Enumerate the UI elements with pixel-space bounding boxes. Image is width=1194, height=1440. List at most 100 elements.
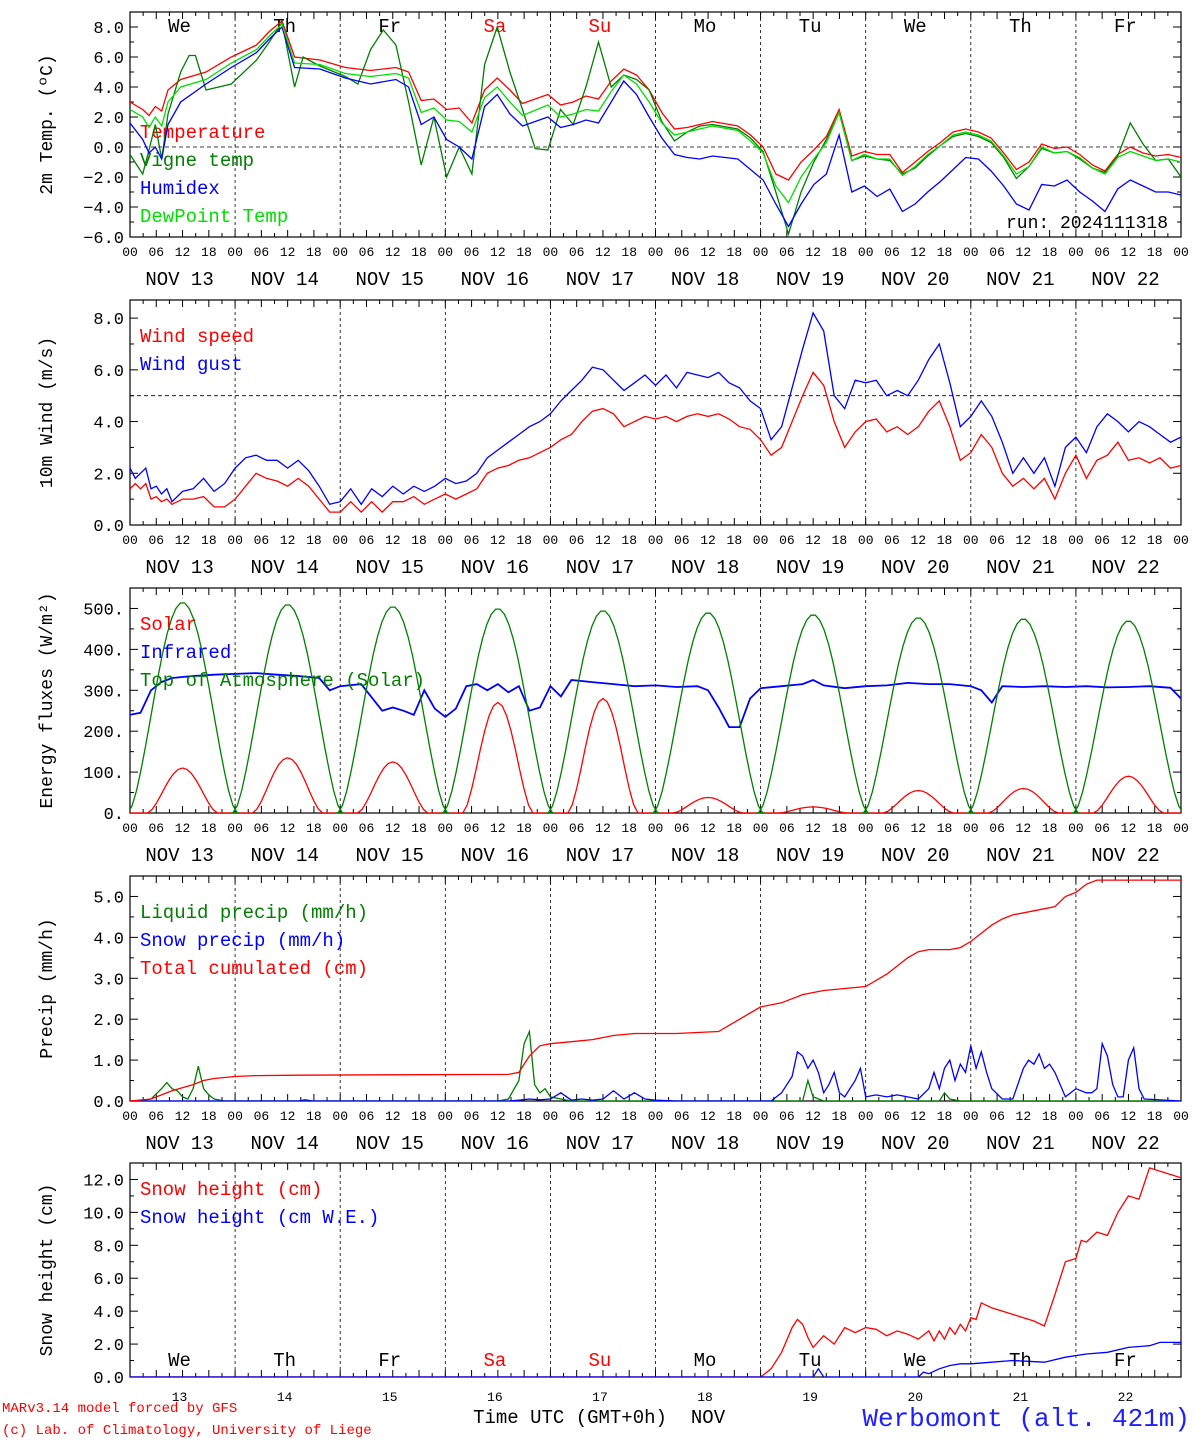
hour-tick-label: 12	[595, 821, 611, 836]
hour-tick-label: 12	[910, 1109, 926, 1124]
day-of-week-label: Sa	[483, 16, 506, 38]
hour-tick-label: 00	[963, 821, 979, 836]
hour-tick-label: 18	[516, 1109, 532, 1124]
y-tick-label: 12.0	[83, 1172, 124, 1191]
hour-tick-label: 00	[227, 821, 243, 836]
hour-tick-label: 12	[385, 245, 401, 260]
date-label: NOV 21	[986, 845, 1054, 867]
y-tick-label: 0.0	[93, 518, 124, 537]
y-tick-label: 4.0	[93, 1304, 124, 1323]
hour-tick-label: 06	[359, 821, 375, 836]
hour-tick-label: 06	[569, 821, 585, 836]
hour-tick-label: 00	[1173, 821, 1189, 836]
hour-tick-label: 12	[700, 533, 716, 548]
hour-tick-label: 00	[437, 1109, 453, 1124]
hour-tick-label: 12	[490, 1109, 506, 1124]
hour-tick-label: 06	[569, 245, 585, 260]
hour-tick-label: 18	[937, 821, 953, 836]
hour-tick-label: 06	[569, 1109, 585, 1124]
y-tick-label: 0.0	[93, 140, 124, 159]
hour-tick-label: 00	[1068, 245, 1084, 260]
date-label: NOV 19	[776, 557, 844, 579]
hour-tick-label: 00	[437, 533, 453, 548]
hour-tick-label: 06	[989, 533, 1005, 548]
series-line-total-cumulated-cm-	[130, 879, 1181, 1101]
hour-tick-label: 06	[148, 533, 164, 548]
hour-tick-label: 18	[621, 1109, 637, 1124]
y-axis-label: Snow height (cm)	[38, 1184, 58, 1357]
hour-tick-label: 12	[175, 1109, 191, 1124]
day-number-label: 20	[907, 1390, 923, 1405]
y-axis-label: 2m Temp. (ºC)	[38, 54, 58, 194]
series-line-infrared	[130, 672, 1181, 728]
hour-tick-label: 12	[595, 1109, 611, 1124]
hour-tick-label: 12	[805, 245, 821, 260]
hour-tick-label: 06	[674, 1109, 690, 1124]
y-tick-label: 0.	[104, 806, 124, 825]
panel-temperature: −6.0 −4.0 −2.0 0.0 2.0 4.0 6.0 8.0 2m Temp. (ºC)…	[38, 11, 1189, 291]
hour-tick-label: 00	[1173, 245, 1189, 260]
hour-tick-label: 18	[832, 533, 848, 548]
hour-tick-label: 18	[1147, 821, 1163, 836]
hour-tick-label: 00	[753, 821, 769, 836]
y-tick-label: 10.0	[83, 1205, 124, 1224]
hour-tick-label: 12	[280, 533, 296, 548]
y-axis-label: Energy fluxes (W/m²)	[38, 592, 58, 808]
hour-tick-label: 18	[832, 245, 848, 260]
y-tick-label: −6.0	[83, 230, 124, 249]
day-number-label: 17	[592, 1390, 608, 1405]
hour-tick-label: 00	[858, 245, 874, 260]
series-line-snow-height-cm-	[130, 1167, 1181, 1377]
date-label: NOV 22	[1091, 269, 1159, 291]
hour-tick-label: 12	[910, 245, 926, 260]
day-of-week-label: Sa	[483, 1350, 506, 1372]
hour-tick-label: 18	[1147, 1109, 1163, 1124]
hour-tick-label: 12	[1121, 245, 1137, 260]
legend-item: Temperature	[140, 122, 265, 144]
hour-tick-label: 00	[753, 245, 769, 260]
hour-tick-label: 12	[910, 533, 926, 548]
hour-tick-label: 00	[963, 1109, 979, 1124]
hour-tick-label: 18	[1147, 245, 1163, 260]
y-tick-label: 4.0	[93, 930, 124, 949]
hour-tick-label: 12	[490, 533, 506, 548]
hour-tick-label: 18	[201, 245, 217, 260]
hour-tick-label: 18	[1042, 1109, 1058, 1124]
day-of-week-label: Fr	[378, 1350, 401, 1372]
hour-tick-label: 00	[858, 1109, 874, 1124]
hour-tick-label: 00	[227, 1109, 243, 1124]
hour-tick-label: 00	[1068, 533, 1084, 548]
hour-tick-label: 12	[1121, 533, 1137, 548]
series-line-dewpoint-temp	[130, 22, 1181, 204]
hour-tick-label: 00	[332, 533, 348, 548]
panel-wind: 0.0 2.0 4.0 6.0 8.0 10m Wind (m/s) 00 06 12 18 NOV…	[38, 299, 1189, 579]
hour-tick-label: 00	[648, 821, 664, 836]
day-number-label: 22	[1118, 1390, 1134, 1405]
y-tick-label: 8.0	[93, 20, 124, 39]
legend-item: Snow height (cm W.E.)	[140, 1207, 379, 1229]
hour-tick-label: 18	[1042, 821, 1058, 836]
hour-tick-label: 00	[753, 533, 769, 548]
date-label: NOV 15	[356, 269, 424, 291]
hour-tick-label: 06	[779, 821, 795, 836]
y-tick-label: 2.0	[93, 110, 124, 129]
hour-tick-label: 12	[700, 245, 716, 260]
hour-tick-label: 18	[306, 1109, 322, 1124]
hour-tick-label: 18	[727, 1109, 743, 1124]
series-line-solar	[130, 697, 1181, 813]
hour-tick-label: 12	[280, 245, 296, 260]
hour-tick-label: 18	[411, 1109, 427, 1124]
legend-item: Humidex	[140, 178, 220, 200]
hour-tick-label: 00	[648, 1109, 664, 1124]
hour-tick-label: 18	[937, 533, 953, 548]
legend-item: Snow height (cm)	[140, 1179, 322, 1201]
hour-tick-label: 18	[727, 245, 743, 260]
hour-tick-label: 00	[858, 533, 874, 548]
day-of-week-label: Su	[589, 16, 612, 38]
date-label: NOV 18	[671, 845, 739, 867]
credit-line-2: (c) Lab. of Climatology, University of L…	[2, 1423, 372, 1439]
series-line-wind-gust	[130, 311, 1181, 506]
date-label: NOV 14	[250, 269, 318, 291]
